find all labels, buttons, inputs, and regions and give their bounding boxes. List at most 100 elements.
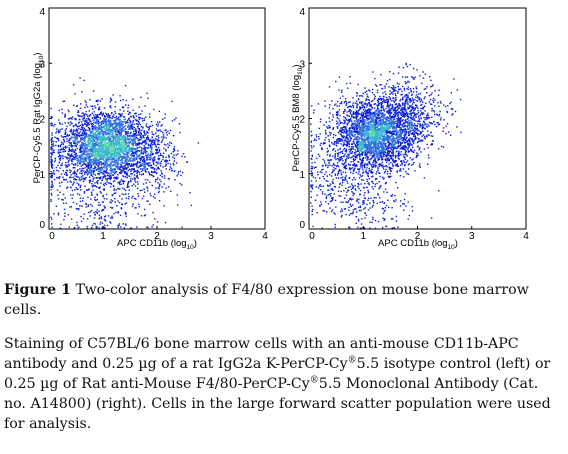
left-data-point bbox=[85, 163, 87, 165]
left-data-point bbox=[110, 146, 113, 148]
left-data-point bbox=[123, 227, 126, 229]
left-data-point bbox=[132, 147, 134, 149]
right-data-point bbox=[386, 117, 388, 119]
left-data-point bbox=[141, 197, 144, 200]
left-data-point bbox=[125, 223, 127, 225]
left-data-point bbox=[166, 160, 168, 162]
left-data-point bbox=[119, 128, 121, 130]
left-data-point bbox=[139, 129, 141, 131]
left-data-point bbox=[80, 158, 82, 160]
right-data-point bbox=[379, 122, 381, 124]
left-data-point bbox=[91, 161, 94, 163]
left-data-point bbox=[86, 189, 88, 191]
left-data-point bbox=[147, 153, 150, 155]
left-data-point bbox=[133, 183, 135, 185]
left-data-point bbox=[92, 155, 95, 157]
right-data-point bbox=[390, 132, 392, 135]
right-data-point bbox=[351, 179, 354, 181]
left-data-point bbox=[88, 181, 91, 184]
left-data-point bbox=[62, 100, 64, 103]
left-data-point bbox=[52, 150, 54, 152]
right-data-point bbox=[339, 137, 341, 140]
left-data-point bbox=[102, 133, 105, 135]
left-data-point bbox=[89, 129, 91, 131]
left-data-point bbox=[117, 147, 120, 150]
right-data-point bbox=[384, 138, 386, 140]
left-data-point bbox=[78, 122, 80, 124]
left-data-point bbox=[88, 164, 91, 166]
left-data-point bbox=[127, 124, 130, 126]
left-data-point bbox=[113, 171, 115, 173]
right-data-point bbox=[353, 120, 355, 122]
left-data-point bbox=[72, 131, 74, 133]
right-data-point bbox=[389, 93, 391, 95]
left-data-point bbox=[134, 137, 136, 140]
left-data-point bbox=[157, 187, 159, 189]
left-data-point bbox=[152, 175, 154, 177]
right-data-point bbox=[356, 113, 358, 115]
left-data-point bbox=[81, 172, 83, 174]
left-data-point bbox=[102, 138, 104, 140]
left-data-point bbox=[93, 121, 95, 123]
left-data-point bbox=[77, 159, 80, 161]
right-data-point bbox=[383, 152, 385, 155]
right-data-point bbox=[368, 141, 371, 143]
left-data-point bbox=[70, 205, 73, 208]
left-data-point bbox=[110, 161, 112, 164]
left-data-point bbox=[98, 138, 101, 140]
right-data-point bbox=[363, 105, 365, 108]
left-data-point bbox=[124, 168, 126, 170]
left-data-point bbox=[122, 106, 125, 108]
left-data-point bbox=[129, 158, 131, 160]
left-data-point bbox=[50, 174, 53, 176]
right-data-point bbox=[380, 141, 383, 144]
left-data-point bbox=[162, 166, 164, 168]
left-data-point bbox=[97, 103, 99, 106]
left-data-point bbox=[83, 162, 85, 165]
right-data-point bbox=[343, 130, 346, 133]
left-data-point bbox=[107, 113, 109, 115]
left-data-point bbox=[102, 149, 104, 151]
left-data-point bbox=[140, 152, 142, 154]
left-data-point bbox=[156, 138, 158, 141]
left-data-point bbox=[107, 172, 110, 175]
left-data-point bbox=[108, 139, 110, 141]
left-data-point bbox=[88, 119, 91, 122]
left-data-point bbox=[72, 155, 74, 157]
left-data-point bbox=[88, 124, 90, 126]
left-data-point bbox=[107, 120, 109, 122]
right-data-point bbox=[396, 106, 398, 108]
left-data-point bbox=[114, 110, 116, 113]
left-data-point bbox=[139, 142, 141, 144]
left-data-point bbox=[99, 176, 101, 179]
left-data-point bbox=[156, 167, 158, 169]
left-data-point bbox=[116, 117, 118, 119]
left-data-point bbox=[150, 171, 153, 173]
left-data-point bbox=[94, 146, 97, 149]
left-data-point bbox=[110, 202, 112, 204]
left-data-point bbox=[83, 115, 85, 117]
left-data-point bbox=[122, 181, 124, 183]
left-data-point bbox=[122, 137, 124, 140]
left-data-point bbox=[129, 112, 131, 114]
left-data-point bbox=[151, 131, 153, 133]
left-data-point bbox=[97, 141, 99, 143]
left-data-point bbox=[79, 200, 82, 203]
left-data-point bbox=[67, 135, 69, 137]
left-data-point bbox=[145, 147, 147, 149]
right-data-point bbox=[377, 122, 379, 124]
left-data-point bbox=[131, 197, 133, 199]
right-data-point bbox=[378, 119, 381, 122]
left-data-point bbox=[74, 172, 77, 174]
left-data-point bbox=[91, 148, 93, 150]
left-data-point bbox=[119, 153, 121, 156]
left-data-point bbox=[51, 180, 53, 182]
left-data-point bbox=[144, 178, 147, 181]
left-data-point bbox=[150, 174, 152, 176]
left-data-point bbox=[90, 166, 93, 168]
left-data-point bbox=[81, 151, 84, 153]
left-data-point bbox=[152, 171, 154, 174]
left-data-point bbox=[101, 171, 103, 174]
left-data-point bbox=[98, 214, 101, 216]
left-data-point bbox=[53, 161, 56, 163]
